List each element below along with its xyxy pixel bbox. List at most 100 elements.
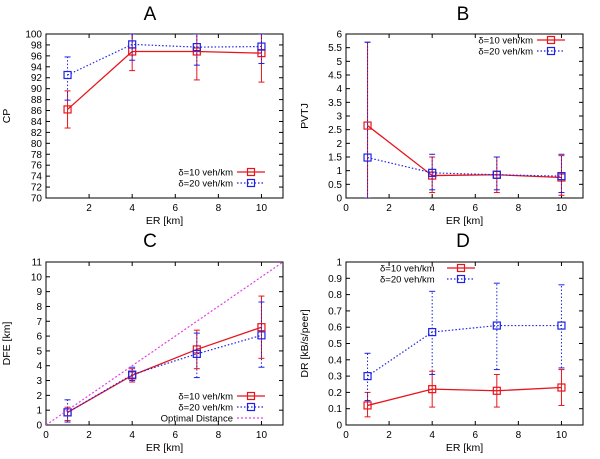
series-line	[67, 334, 262, 413]
y-tick-label: 0.4	[328, 355, 342, 366]
data-point	[492, 170, 501, 179]
data-point	[557, 383, 566, 392]
y-tick-label: 0.8	[328, 290, 342, 301]
legend-marker	[246, 402, 256, 412]
series-optimal	[46, 262, 283, 425]
y-tick-label: 9	[36, 287, 42, 298]
y-axis-label: DFE [km]	[1, 322, 13, 366]
y-tick-label: 4	[36, 361, 42, 372]
x-tick-label: 6	[472, 430, 478, 441]
y-tick-label: 6	[336, 30, 342, 41]
x-tick-label: 2	[386, 203, 392, 214]
data-point	[363, 372, 372, 381]
x-tick-label: 6	[172, 430, 178, 441]
y-tick-label: 4	[336, 84, 342, 95]
x-tick-label: 2	[386, 430, 392, 441]
series-s20	[63, 34, 266, 101]
y-tick-label: 2	[36, 391, 42, 402]
y-tick-label: 0	[336, 194, 342, 205]
series-line	[367, 386, 562, 407]
y-tick-label: 76	[31, 161, 43, 172]
x-axis-label: ER [km]	[146, 215, 183, 227]
y-tick-label: 4.5	[328, 71, 342, 82]
series-s20	[363, 41, 566, 198]
data-point	[492, 386, 501, 395]
data-point	[257, 331, 266, 340]
y-tick-label: 98	[31, 40, 43, 51]
data-point	[257, 42, 266, 51]
legend-label: δ=20 veh/km	[478, 47, 533, 58]
series-s10	[363, 41, 566, 198]
y-tick-label: 10	[31, 272, 43, 283]
y-tick-label: 70	[31, 194, 43, 205]
legend-label: δ=20 veh/km	[178, 403, 233, 414]
panel-title: B	[457, 4, 470, 25]
x-tick-label: 4	[129, 430, 135, 441]
y-axis-label: CP	[1, 109, 13, 124]
y-axis-label: PVTJ	[299, 103, 311, 129]
y-tick-label: 86	[31, 106, 43, 117]
legend: δ=10 veh/kmδ=20 veh/km	[380, 264, 475, 286]
y-tick-label: 1.5	[328, 153, 342, 164]
legend-marker	[246, 178, 256, 188]
y-tick-label: 90	[31, 84, 43, 95]
y-tick-label: 96	[31, 51, 43, 62]
x-tick-label: 0	[343, 203, 349, 214]
series-line	[367, 156, 562, 177]
legend-marker	[456, 263, 466, 273]
legend-label: δ=20 veh/km	[178, 179, 233, 190]
x-axis-label: ER [km]	[446, 442, 483, 454]
series-line	[367, 324, 562, 377]
y-tick-label: 92	[31, 73, 43, 84]
y-tick-label: 6	[36, 332, 42, 343]
series-s10	[63, 34, 266, 129]
y-tick-label: 7	[36, 317, 42, 328]
data-point	[257, 323, 266, 332]
data-point	[63, 70, 72, 80]
legend-label: δ=10 veh/km	[178, 168, 233, 179]
data-point	[557, 172, 566, 181]
plot-frame	[345, 261, 584, 426]
y-tick-label: 82	[31, 128, 43, 139]
y-tick-label: 88	[31, 95, 43, 106]
y-tick-label: 11	[32, 258, 43, 269]
x-tick-label: 2	[86, 430, 92, 441]
data-point	[557, 321, 566, 330]
legend-label: δ=10 veh/km	[380, 264, 435, 275]
legend: δ=10 veh/kmδ=20 veh/km	[178, 168, 265, 190]
data-point	[363, 153, 372, 162]
legend-marker	[246, 391, 256, 401]
data-point	[63, 408, 72, 417]
data-point	[192, 43, 201, 52]
y-tick-label: 0.2	[328, 388, 342, 399]
x-tick-label: 2	[86, 203, 92, 214]
legend-label: δ=20 veh/km	[380, 275, 435, 286]
y-tick-label: 0.9	[328, 274, 342, 285]
y-tick-label: 3	[336, 112, 342, 123]
series-s20	[63, 301, 266, 423]
y-tick-label: 1	[36, 406, 42, 417]
y-tick-label: 84	[31, 117, 43, 128]
panel-title: C	[143, 231, 157, 252]
legend: δ=10 veh/kmδ=20 veh/km	[478, 36, 565, 58]
y-tick-label: 5.5	[328, 43, 342, 54]
x-tick-label: 0	[43, 430, 49, 441]
x-tick-label: 8	[216, 203, 222, 214]
y-tick-label: 100	[25, 30, 42, 41]
panel-B: B 0 0.5 1 1.5 2 2.5 3 3.5 4 4.5 5 5.5 6 0 2 4 6 8 10 ER [km]…	[299, 4, 584, 227]
series-s20	[363, 282, 566, 402]
legend-label: δ=10 veh/km	[478, 36, 533, 47]
plot-frame	[45, 261, 284, 426]
series-s10	[63, 295, 266, 422]
data-point	[128, 40, 137, 49]
x-tick-label: 0	[343, 430, 349, 441]
panel-title: A	[144, 4, 157, 25]
data-point	[428, 327, 437, 337]
y-tick-label: 2.5	[328, 125, 342, 136]
y-tick-label: 3.5	[328, 98, 342, 109]
y-tick-label: 0.5	[328, 180, 342, 191]
panel-C: C 0 1 2 3 4 5 6 7 8 9 10 11 0 2 4 6 8 10 ER [km] DFE [km] δ=1…	[1, 231, 284, 454]
x-tick-label: 8	[516, 203, 522, 214]
legend-marker	[456, 274, 466, 284]
x-tick-label: 6	[472, 203, 478, 214]
